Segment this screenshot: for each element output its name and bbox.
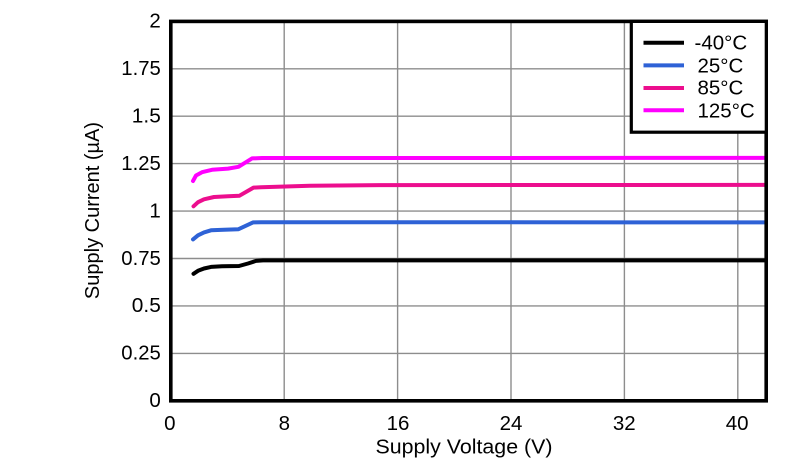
- svg-text:8: 8: [279, 412, 290, 435]
- svg-text:Supply Voltage (V): Supply Voltage (V): [376, 436, 553, 459]
- svg-text:0.75: 0.75: [121, 247, 161, 270]
- svg-text:2: 2: [149, 10, 160, 33]
- svg-text:1.25: 1.25: [121, 152, 161, 175]
- svg-text:16: 16: [387, 412, 410, 435]
- svg-text:1.75: 1.75: [121, 57, 161, 80]
- svg-text:0.5: 0.5: [132, 294, 161, 317]
- svg-text:1: 1: [149, 199, 160, 222]
- svg-text:85°C: 85°C: [698, 77, 744, 100]
- svg-text:-40°C: -40°C: [695, 31, 748, 54]
- svg-text:1.5: 1.5: [132, 105, 161, 128]
- svg-text:25°C: 25°C: [698, 55, 744, 78]
- svg-text:125°C: 125°C: [698, 100, 755, 123]
- svg-text:Supply Current (µA): Supply Current (µA): [82, 122, 104, 299]
- svg-text:24: 24: [500, 412, 523, 435]
- svg-text:0: 0: [149, 389, 160, 412]
- svg-text:40: 40: [726, 412, 749, 435]
- svg-text:0.25: 0.25: [121, 342, 161, 365]
- svg-text:0: 0: [164, 412, 175, 435]
- svg-text:32: 32: [613, 412, 636, 435]
